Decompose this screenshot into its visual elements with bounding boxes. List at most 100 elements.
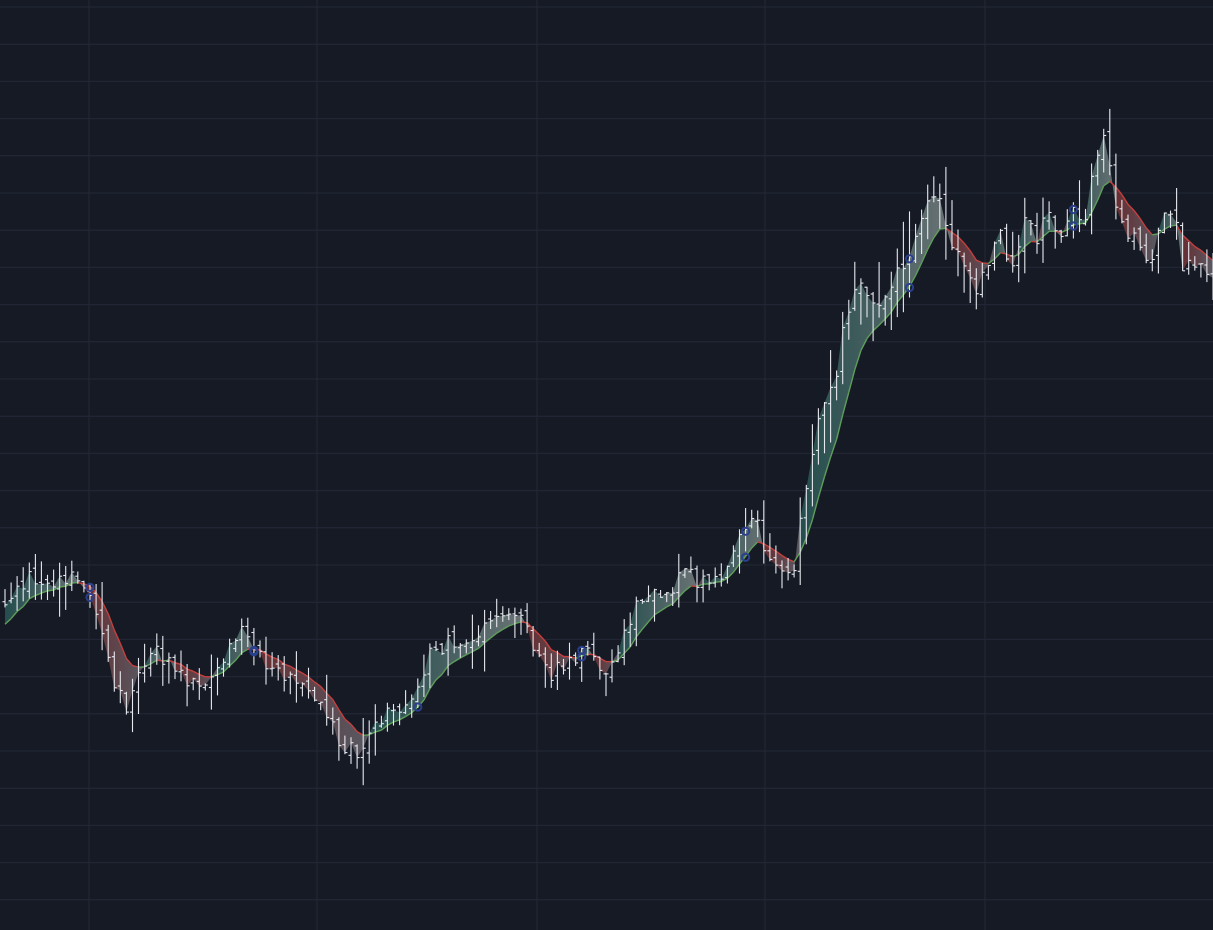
ohlc-bar xyxy=(785,558,791,581)
trend-line-segment xyxy=(647,614,656,623)
trend-line-segment xyxy=(271,656,279,661)
ohlc-bar xyxy=(931,176,937,203)
trend-line-segment xyxy=(35,592,42,597)
trend-line-segment xyxy=(16,605,24,613)
trend-line-segment xyxy=(526,622,534,630)
trend-line-segment xyxy=(914,262,923,276)
fill-segment-bullish xyxy=(618,568,697,660)
trend-line-segment xyxy=(696,583,704,588)
trend-line-segment xyxy=(551,649,558,654)
trend-line-segment xyxy=(1109,180,1117,188)
ohlc-bar xyxy=(1155,227,1161,274)
trend-line-segment xyxy=(508,623,516,627)
trend-line-segment xyxy=(302,672,309,678)
trend-line-segment xyxy=(1157,228,1165,235)
trend-line-segment xyxy=(308,676,316,683)
signal-marker xyxy=(85,592,95,603)
trend-line-segment xyxy=(1030,240,1038,243)
trend-line-segment xyxy=(180,663,188,670)
trend-line-segment xyxy=(666,603,674,608)
ohlc-bar xyxy=(554,650,560,690)
ohlc-bar xyxy=(779,560,785,589)
fill-segment-bearish xyxy=(1115,187,1159,261)
ohlc-bar xyxy=(494,598,500,628)
trend-line-segment xyxy=(629,636,637,648)
trend-line-segment xyxy=(726,571,734,579)
ohlc-bar xyxy=(652,588,657,622)
ohlc-bar xyxy=(445,627,451,676)
trend-line-segment xyxy=(289,665,297,671)
trend-line-segment xyxy=(623,646,631,654)
ohlc-bar xyxy=(530,626,536,657)
ohlc-bar xyxy=(130,678,135,733)
ohlc-bar xyxy=(299,682,305,697)
ohlc-bar xyxy=(852,261,858,311)
trend-line-segment xyxy=(720,577,728,583)
trend-line-segment xyxy=(854,350,862,370)
ohlc-bar xyxy=(391,704,396,726)
trend-line-segment xyxy=(496,628,504,634)
trend-line-segment xyxy=(569,656,576,659)
ohlc-bar xyxy=(1083,208,1088,226)
trend-line-segment xyxy=(53,586,60,591)
ohlc-bar xyxy=(797,497,803,585)
trend-line-segment xyxy=(957,236,965,244)
ohlc-bar xyxy=(14,576,20,611)
ohlc-bar xyxy=(136,657,141,714)
ohlc-bar xyxy=(761,500,767,564)
ohlc-bar xyxy=(51,569,57,597)
ohlc-bar xyxy=(882,294,888,326)
trend-line-segment xyxy=(28,594,36,600)
ohlc-bar xyxy=(694,565,700,603)
trend-line-segment xyxy=(557,652,564,658)
ohlc-bar xyxy=(397,703,403,726)
trend-line-segment xyxy=(235,652,243,661)
ohlc-bar xyxy=(403,690,409,715)
trend-line-segment xyxy=(393,719,400,723)
trend-line-segment xyxy=(283,663,291,667)
ohlc-bar xyxy=(488,611,494,629)
signal-marker xyxy=(249,645,259,656)
signal-marker xyxy=(741,526,751,536)
trend-line-segment xyxy=(811,497,820,520)
trend-line-segment xyxy=(223,665,231,673)
ohlc-bar xyxy=(196,668,202,700)
ohlc-bar xyxy=(1004,223,1010,262)
trend-line-segment xyxy=(866,330,874,339)
ohlc-bar xyxy=(336,717,342,761)
signal-marker xyxy=(741,552,751,562)
ohlc-bar xyxy=(1107,108,1113,176)
trend-line-segment xyxy=(520,621,528,624)
ohlc-bar xyxy=(676,553,682,608)
ohlc-bar xyxy=(925,184,931,240)
ohlc-bar xyxy=(822,402,827,454)
trend-line-segment xyxy=(514,621,522,625)
trend-line-segment xyxy=(338,709,346,720)
ohlc-bar xyxy=(1028,220,1034,236)
ohlc-bar xyxy=(1052,215,1058,249)
trend-line-segment xyxy=(890,301,898,313)
fill-segment-bearish xyxy=(763,518,801,573)
trend-line-segment xyxy=(872,324,880,332)
trend-line-segment xyxy=(835,414,844,440)
trend-line-segment xyxy=(423,688,431,701)
ohlc-bar xyxy=(985,264,991,280)
ohlc-bar xyxy=(482,609,488,672)
ohlc-bar xyxy=(215,657,220,696)
ohlc-bar xyxy=(979,262,985,298)
trend-line-segment xyxy=(132,664,139,668)
trend-line-segment xyxy=(1079,222,1086,225)
ohlc-bar xyxy=(221,658,226,677)
ohlc-bars xyxy=(2,108,1213,786)
trend-line-segment xyxy=(751,541,759,549)
trend-line-segment xyxy=(1152,233,1159,236)
trend-line-segment xyxy=(186,668,194,672)
ohlc-bar xyxy=(737,529,742,574)
ohlc-bar xyxy=(172,654,178,680)
ohlc-bar xyxy=(973,268,979,310)
ohlc-bar xyxy=(682,568,688,578)
ohlc-bar xyxy=(1119,199,1125,224)
fill-segment-bullish xyxy=(144,646,163,667)
